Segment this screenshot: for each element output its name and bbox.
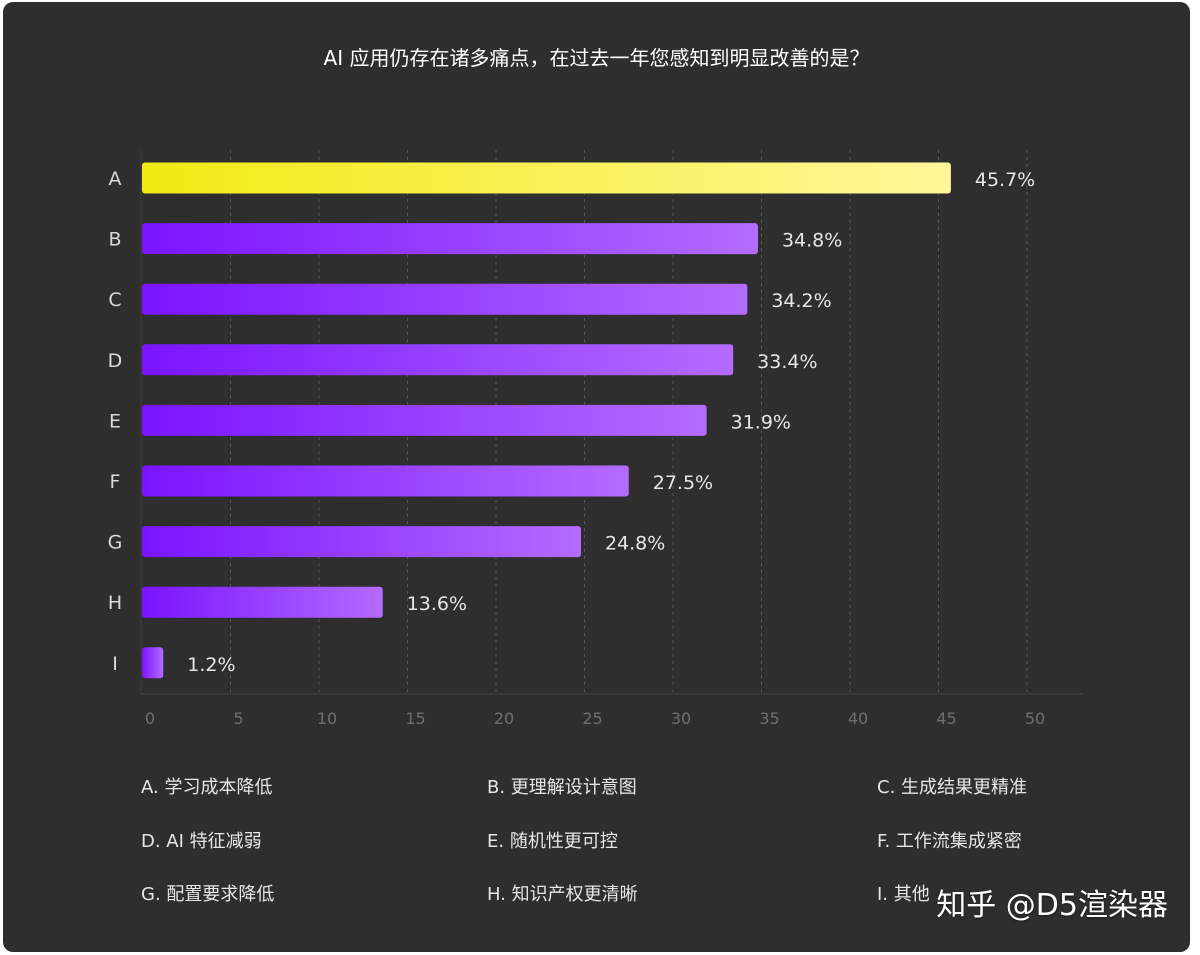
category-label-g: G [108, 532, 123, 554]
legend-item-e: E. 随机性更可控 [487, 831, 618, 852]
value-label-b: 34.8% [782, 230, 842, 252]
bar-c [142, 283, 748, 315]
x-tick-label: 20 [494, 709, 514, 728]
category-label-f: F [110, 471, 121, 493]
legend-item-d: D. AI 特征减弱 [141, 831, 262, 852]
x-tick-label: 30 [671, 709, 691, 728]
legend-item-h: H. 知识产权更清晰 [487, 884, 638, 905]
category-label-d: D [108, 350, 123, 372]
bar-e [142, 404, 707, 436]
legend-item-g: G. 配置要求降低 [141, 884, 275, 905]
category-label-b: B [108, 229, 121, 251]
x-tick-label: 45 [936, 709, 956, 728]
bar-h [142, 586, 383, 618]
category-label-c: C [108, 289, 121, 311]
value-label-h: 13.6% [407, 593, 467, 615]
x-tick-label: 5 [233, 709, 243, 728]
bar-f [142, 465, 629, 497]
bar-a [142, 162, 951, 194]
bar-i [142, 647, 164, 679]
legend-item-b: B. 更理解设计意图 [487, 777, 637, 798]
value-label-d: 33.4% [757, 351, 817, 373]
x-tick-label: 0 [145, 709, 155, 728]
value-label-a: 45.7% [975, 169, 1035, 191]
value-label-g: 24.8% [605, 533, 665, 555]
legend-item-i: I. 其他 [877, 884, 930, 905]
category-label-h: H [108, 592, 122, 614]
x-tick-label: 15 [405, 709, 425, 728]
watermark: 知乎 @D5渲染器 [936, 888, 1168, 923]
bar-g [142, 526, 581, 558]
category-label-e: E [109, 410, 121, 432]
bar-b [142, 223, 758, 255]
x-tick-label: 40 [848, 709, 868, 728]
legend-item-a: A. 学习成本降低 [141, 777, 273, 798]
legend-item-f: F. 工作流集成紧密 [877, 831, 1022, 852]
value-label-e: 31.9% [731, 411, 791, 433]
x-tick-label: 25 [582, 709, 602, 728]
bar-chart: 0 5 10 15 20 25 30 35 40 45 50 A 45.7% B 34.8% C 34.2% D 3… [108, 150, 1083, 728]
chart-card: AI 应用仍存在诸多痛点，在过去一年您感知到明显改善的是？ 0 5 10 15 20 25… [3, 2, 1190, 952]
x-tick-label: 35 [759, 709, 779, 728]
value-label-f: 27.5% [653, 472, 713, 494]
chart-title: AI 应用仍存在诸多痛点，在过去一年您感知到明显改善的是？ [323, 46, 870, 70]
category-label-a: A [109, 168, 122, 190]
value-label-i: 1.2% [187, 654, 235, 676]
x-tick-label: 50 [1025, 709, 1045, 728]
legend-item-c: C. 生成结果更精准 [877, 777, 1028, 798]
x-tick-label: 10 [317, 709, 337, 728]
value-label-c: 34.2% [771, 290, 831, 312]
category-label-i: I [112, 653, 118, 675]
bar-d [142, 344, 734, 376]
